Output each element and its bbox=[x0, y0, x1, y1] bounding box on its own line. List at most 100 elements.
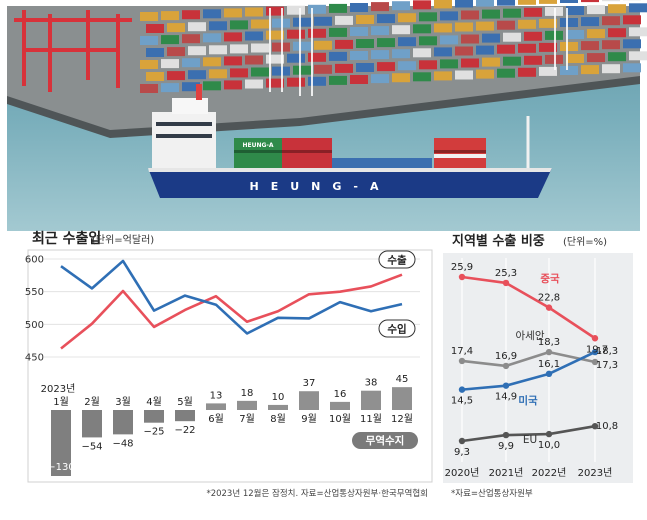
balance-value: −48 bbox=[112, 438, 133, 449]
container-stack bbox=[224, 8, 242, 17]
month-label: 1월 bbox=[53, 396, 69, 408]
container-stack bbox=[413, 24, 431, 33]
container-stack bbox=[293, 66, 311, 75]
container-stack bbox=[251, 44, 269, 53]
container-stack bbox=[356, 15, 374, 24]
value-label: 25,3 bbox=[495, 268, 517, 279]
series-point bbox=[459, 274, 465, 280]
container-stack bbox=[524, 56, 542, 65]
series-point bbox=[459, 438, 465, 444]
year-label: 2020년 bbox=[445, 467, 480, 479]
container-stack bbox=[608, 52, 626, 61]
value-label: 16,9 bbox=[495, 351, 517, 362]
balance-bar bbox=[299, 391, 319, 410]
region-chart-unit: (단위=%) bbox=[563, 235, 607, 248]
container-stack bbox=[602, 64, 620, 73]
container-stack bbox=[329, 28, 347, 37]
container-stack bbox=[188, 22, 206, 31]
container-stack bbox=[602, 16, 620, 25]
container-stack bbox=[161, 83, 179, 92]
container-stack bbox=[146, 24, 164, 33]
container-stack bbox=[392, 25, 410, 34]
container-stack bbox=[230, 68, 248, 77]
balance-value: −25 bbox=[143, 427, 164, 438]
container-stack bbox=[560, 18, 578, 27]
container-stack bbox=[350, 51, 368, 60]
balance-value: 37 bbox=[303, 378, 316, 389]
value-label: 17,4 bbox=[451, 346, 473, 357]
container-stack bbox=[482, 34, 500, 43]
container-stack bbox=[245, 32, 263, 41]
container-stack bbox=[440, 59, 458, 68]
footnote-right: *자료=산업통상자원부 bbox=[451, 488, 533, 499]
container-stack bbox=[608, 4, 626, 13]
balance-bar bbox=[361, 391, 381, 410]
month-label: 8월 bbox=[270, 413, 286, 425]
container-stack bbox=[182, 10, 200, 19]
series-point bbox=[592, 335, 598, 341]
container-stack bbox=[581, 41, 599, 50]
balance-value: 18 bbox=[241, 388, 254, 399]
container-stack bbox=[314, 65, 332, 74]
container-stack bbox=[440, 35, 458, 44]
container-stack bbox=[230, 44, 248, 53]
container-stack bbox=[587, 53, 605, 62]
container-stack bbox=[455, 71, 473, 80]
container-stack bbox=[413, 0, 431, 9]
container-stack bbox=[140, 36, 158, 45]
container-stack bbox=[623, 39, 641, 48]
container-stack bbox=[434, 0, 452, 8]
region-chart-title: 지역별 수출 비중 bbox=[452, 233, 545, 249]
container-stack bbox=[629, 3, 647, 12]
container-stack bbox=[224, 32, 242, 41]
month-label: 2월 bbox=[84, 396, 100, 408]
container-stack bbox=[350, 75, 368, 84]
container-stack bbox=[314, 41, 332, 50]
month-label: 12월 bbox=[391, 413, 413, 425]
container-stack bbox=[503, 57, 521, 66]
container-stack bbox=[224, 80, 242, 89]
container-stack bbox=[287, 78, 305, 87]
value-label: 17,3 bbox=[596, 360, 618, 371]
container-stack bbox=[623, 63, 641, 72]
container-stack bbox=[308, 53, 326, 62]
container-stack bbox=[245, 56, 263, 65]
month-label: 9월 bbox=[301, 413, 317, 425]
container-stack bbox=[203, 9, 221, 18]
container-stack bbox=[497, 0, 515, 6]
year-label: 2022년 bbox=[532, 467, 567, 479]
balance-value: −130 bbox=[47, 462, 74, 473]
container-stack bbox=[518, 0, 536, 5]
container-stack bbox=[140, 60, 158, 69]
balance-bar bbox=[113, 410, 133, 434]
container-stack bbox=[188, 70, 206, 79]
container-stack bbox=[629, 51, 647, 60]
value-label: 25,9 bbox=[451, 262, 473, 273]
container-stack bbox=[377, 38, 395, 47]
container-stack bbox=[524, 32, 542, 41]
container-stack bbox=[209, 69, 227, 78]
value-label: 18,3 bbox=[596, 346, 618, 357]
container-stack bbox=[560, 66, 578, 75]
balance-value: 13 bbox=[210, 390, 223, 401]
series-point bbox=[503, 382, 509, 388]
month-label: 3월 bbox=[115, 396, 131, 408]
container-stack bbox=[629, 27, 647, 36]
container-stack bbox=[140, 12, 158, 21]
month-label: 10월 bbox=[329, 413, 351, 425]
container-stack bbox=[371, 2, 389, 11]
container-stack bbox=[503, 33, 521, 42]
value-label: 10,0 bbox=[538, 440, 560, 451]
container-stack bbox=[167, 23, 185, 32]
container-stack bbox=[539, 0, 557, 4]
balance-bar bbox=[175, 410, 195, 421]
container-stack bbox=[350, 27, 368, 36]
month-label: 4월 bbox=[146, 396, 162, 408]
container-stack bbox=[434, 71, 452, 80]
container-stack bbox=[146, 48, 164, 57]
container-stack bbox=[455, 47, 473, 56]
container-stack bbox=[371, 26, 389, 35]
balance-bar bbox=[268, 405, 288, 410]
